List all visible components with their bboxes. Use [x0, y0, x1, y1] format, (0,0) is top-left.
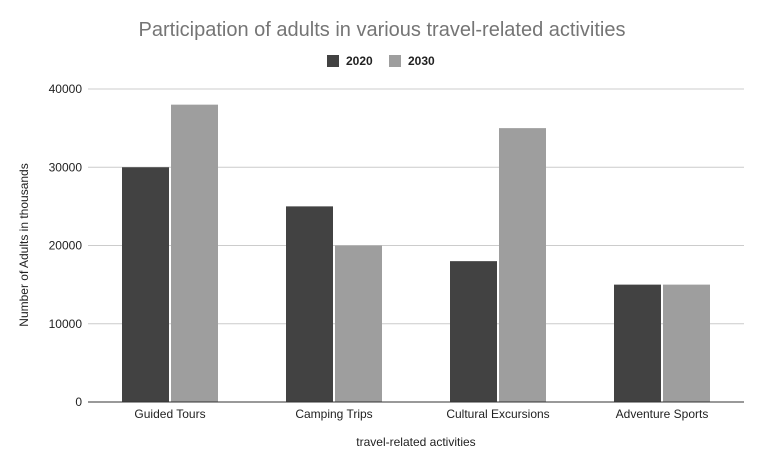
- y-tick-label: 10000: [49, 317, 83, 331]
- x-tick-label: Cultural Excursions: [446, 407, 549, 421]
- y-tick-label: 0: [75, 395, 82, 409]
- bar-2020-guided-tours: [122, 167, 169, 402]
- legend-swatch-2020: [327, 55, 339, 67]
- legend-swatch-2030: [389, 55, 401, 67]
- bar-2020-adventure-sports: [614, 284, 661, 402]
- y-tick-label: 40000: [49, 82, 83, 96]
- bar-2030-adventure-sports: [663, 284, 710, 402]
- y-axis-label: Number of Adults in thousands: [17, 163, 31, 326]
- x-tick-label: Camping Trips: [295, 407, 372, 421]
- bars: [122, 104, 710, 403]
- bar-2030-guided-tours: [171, 104, 218, 403]
- bar-2020-cultural-excursions: [450, 261, 497, 402]
- y-tick-label: 20000: [49, 239, 83, 253]
- x-tick-label: Guided Tours: [134, 407, 205, 421]
- bar-2030-cultural-excursions: [499, 128, 546, 402]
- x-axis-label: travel-related activities: [356, 435, 475, 449]
- x-axis-ticks: Guided Tours Camping Trips Cultural Excurs…: [134, 407, 708, 421]
- bar-2020-camping-trips: [286, 206, 333, 402]
- legend-label-2030: 2030: [408, 54, 435, 68]
- legend: 2020 2030: [327, 54, 435, 68]
- chart-title: Participation of adults in various trave…: [139, 19, 626, 41]
- bar-2030-camping-trips: [335, 245, 382, 402]
- y-axis-ticks: 0 10000 20000 30000 40000: [49, 82, 83, 409]
- y-tick-label: 30000: [49, 160, 83, 174]
- x-tick-label: Adventure Sports: [616, 407, 709, 421]
- legend-label-2020: 2020: [346, 54, 373, 68]
